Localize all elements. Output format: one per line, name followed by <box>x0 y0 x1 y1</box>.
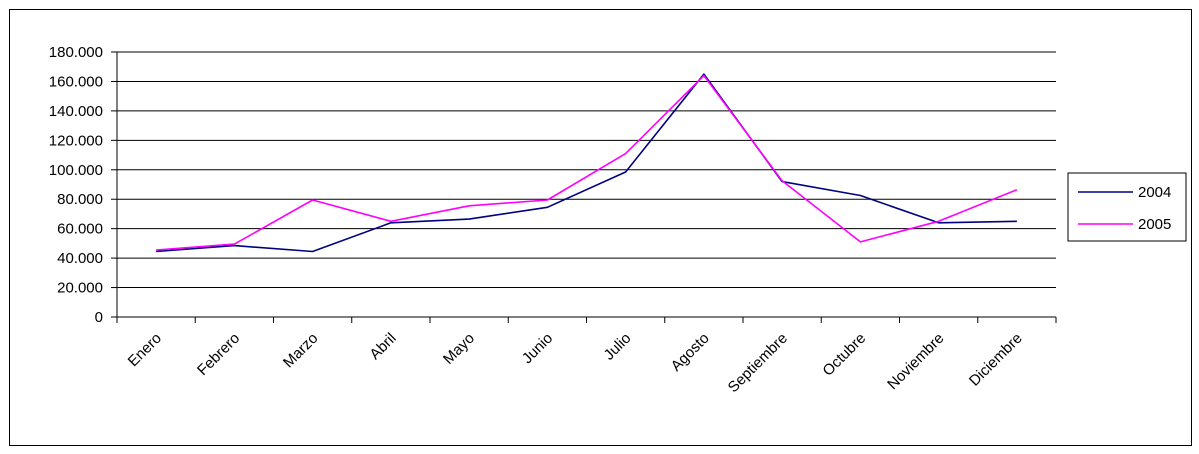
y-tick-label: 180.000 <box>49 44 103 61</box>
x-tick-label: Diciembre <box>966 330 1026 390</box>
x-tick-label: Marzo <box>280 330 321 371</box>
x-tick-label: Septiembre <box>725 330 791 396</box>
gridlines <box>117 51 1056 289</box>
x-tick-label: Junio <box>519 330 556 367</box>
y-tick-label: 60.000 <box>57 221 103 238</box>
y-axis-ticks: 0 20.000 40.000 60.000 80.000 100.000 120.000 1… <box>49 44 117 326</box>
y-tick-label: 80.000 <box>57 191 103 208</box>
series-line-2005 <box>156 74 1018 251</box>
legend-label: 2004 <box>1138 184 1171 201</box>
y-tick-label: 120.000 <box>49 132 103 149</box>
x-axis-ticks: Enero Febrero Marzo Abril Mayo Junio Julio Agos… <box>116 317 1057 396</box>
legend: 2004 2005 <box>1067 172 1187 242</box>
y-tick-label: 100.000 <box>49 162 103 179</box>
x-tick-label: Octubre <box>819 330 869 380</box>
x-tick-label: Noviembre <box>884 330 947 393</box>
legend-label: 2005 <box>1138 216 1171 233</box>
y-tick-label: 0 <box>95 309 103 326</box>
x-tick-label: Enero <box>125 330 165 370</box>
y-tick-label: 20.000 <box>57 280 103 297</box>
legend-box <box>1067 172 1187 242</box>
x-tick-label: Mayo <box>440 330 478 368</box>
x-tick-label: Julio <box>601 330 635 364</box>
y-tick-label: 40.000 <box>57 250 103 267</box>
y-tick-label: 140.000 <box>49 103 103 120</box>
x-tick-label: Febrero <box>194 330 243 379</box>
x-tick-label: Abril <box>366 330 399 363</box>
series-line-2004 <box>156 73 1017 253</box>
y-tick-label: 160.000 <box>49 73 103 90</box>
x-tick-label: Agosto <box>668 330 713 375</box>
